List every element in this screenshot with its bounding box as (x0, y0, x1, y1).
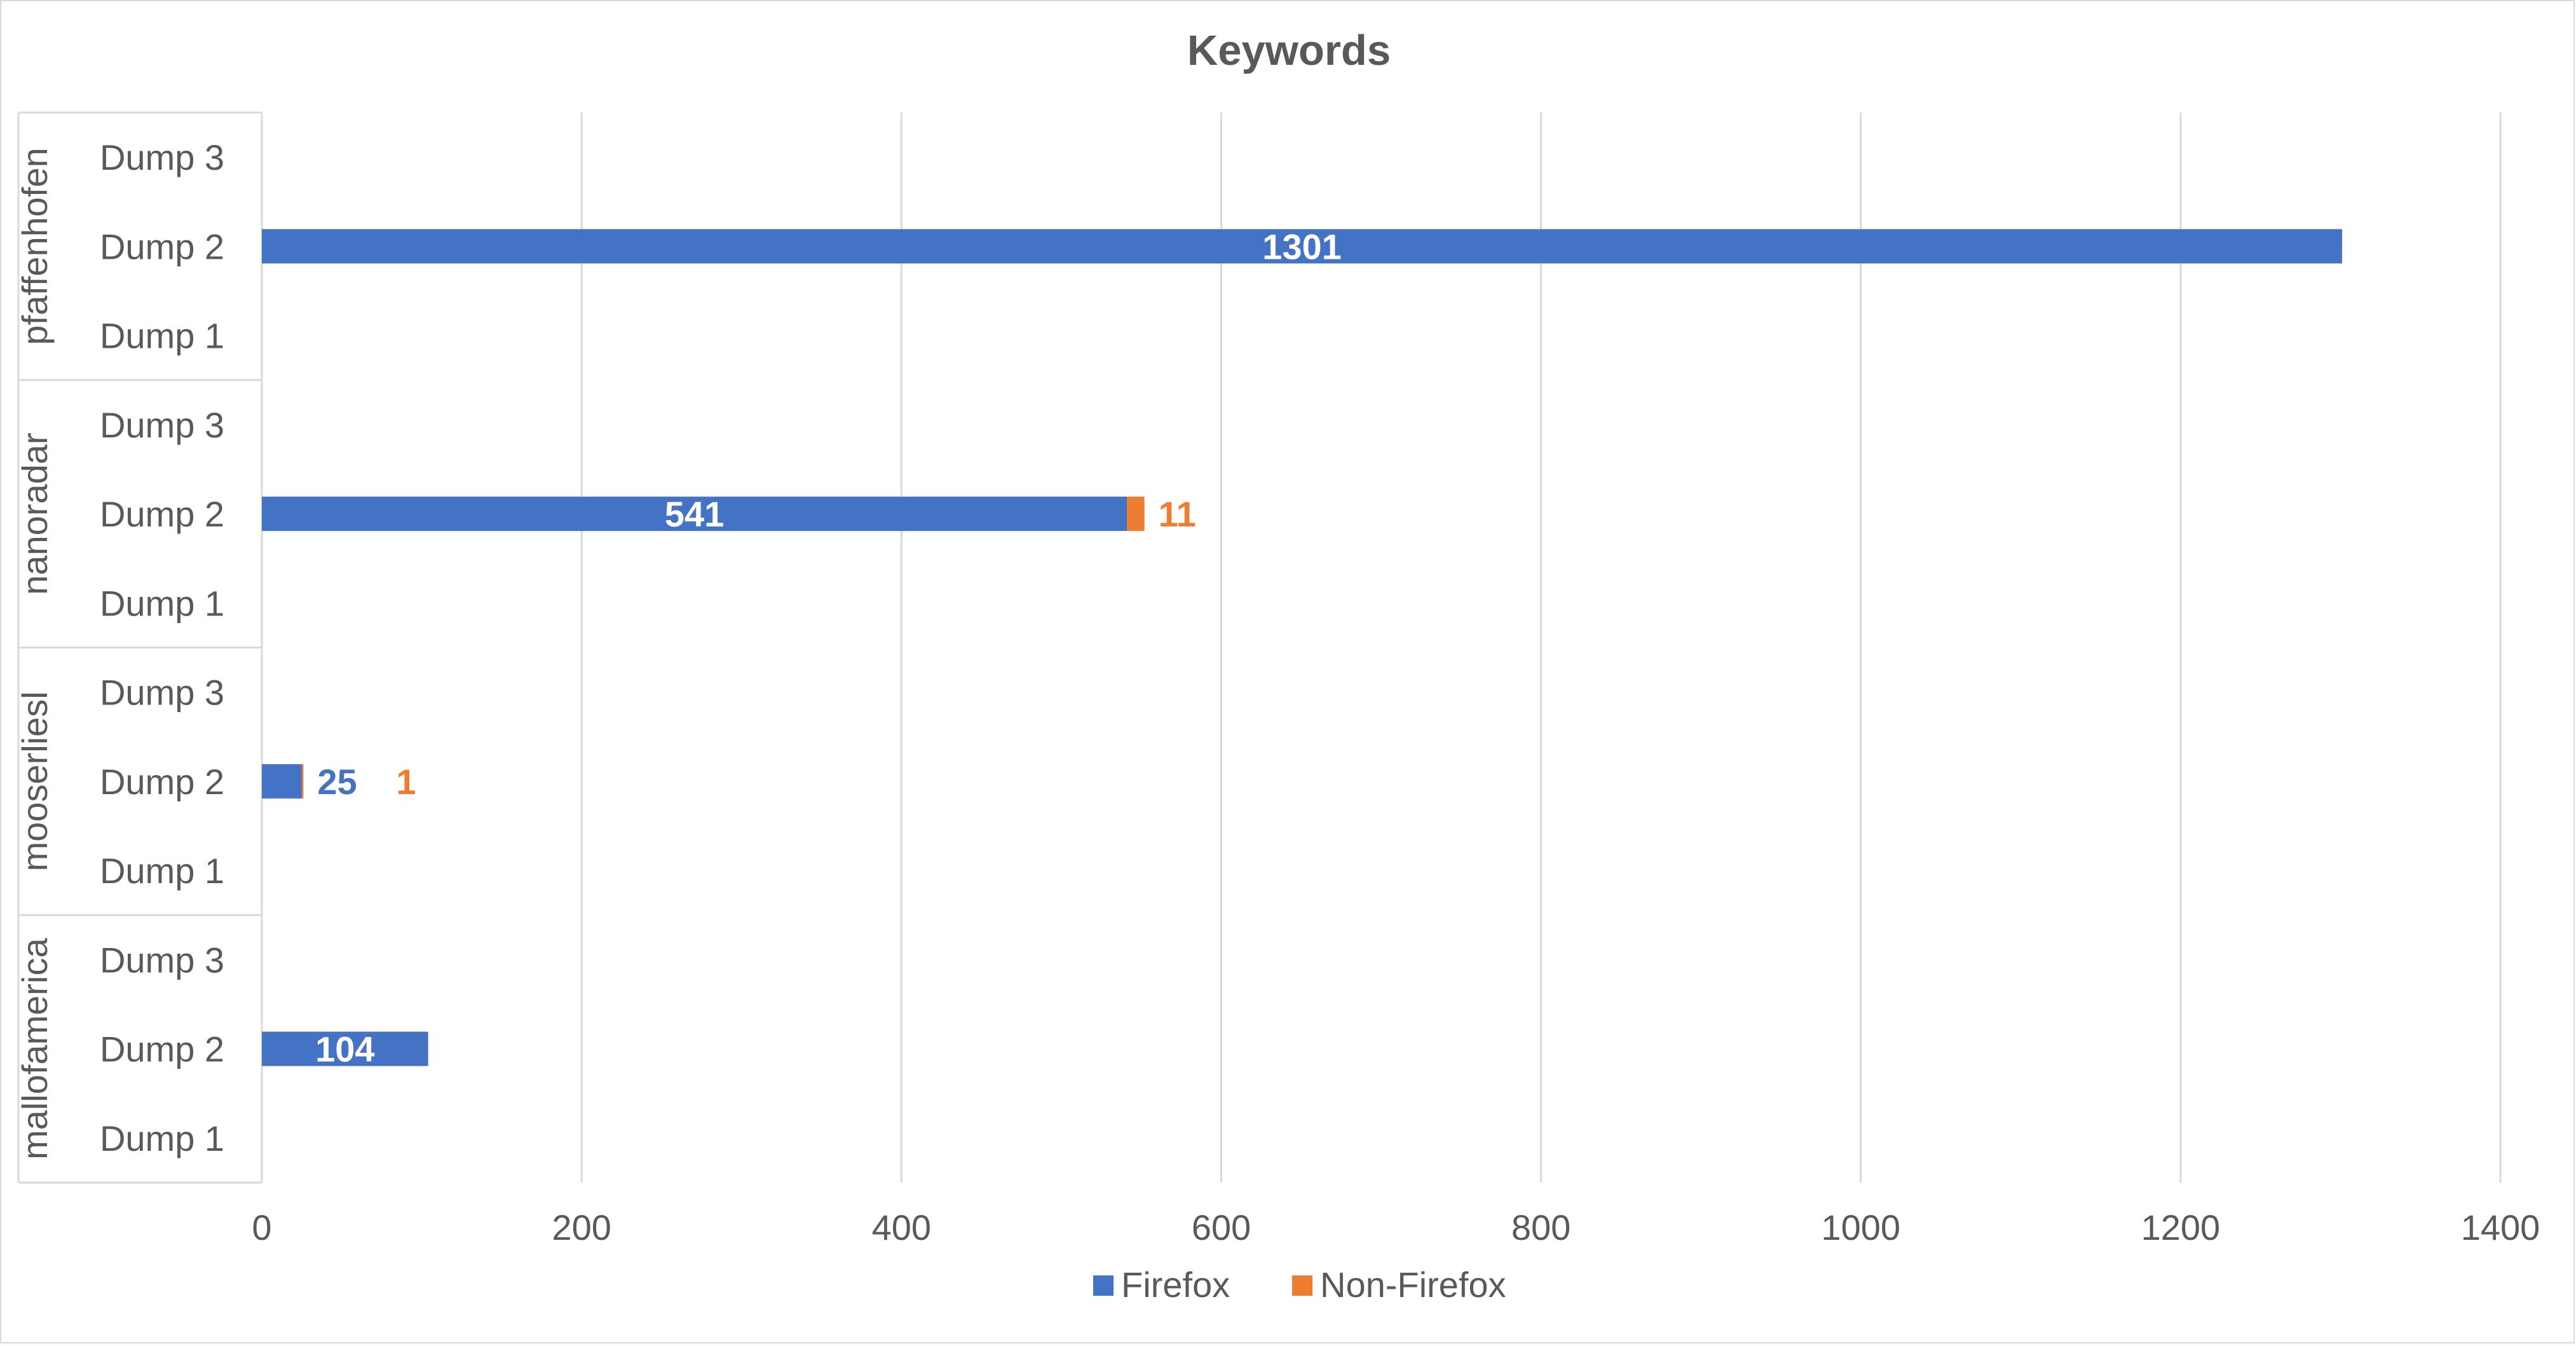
value-axis-ticks: 0 200 400 600 800 1000 1200 1400 (252, 1207, 2540, 1247)
bar-non-firefox (301, 764, 304, 799)
bars (262, 229, 2342, 1066)
legend-swatch (1093, 1275, 1114, 1296)
category-label: Dump 3 (100, 940, 224, 980)
x-tick-label: 400 (872, 1207, 931, 1247)
category-label: Dump 1 (100, 583, 224, 623)
data-label: 104 (315, 1029, 374, 1069)
data-labels: 1301 541 11 25 1 104 (315, 226, 1342, 1069)
data-label: 25 (317, 762, 357, 802)
group-label: nanoradar (15, 432, 55, 594)
category-label: Dump 1 (100, 1118, 224, 1158)
category-axis: Dump 3 Dump 2 Dump 1 Dump 3 Dump 2 Dump 1 Dump… (15, 111, 263, 1184)
category-label: Dump 3 (100, 673, 224, 713)
data-label: 1301 (1262, 226, 1342, 266)
category-label: Dump 2 (100, 1029, 224, 1069)
group-label: mallofamerica (15, 938, 55, 1160)
chart-title: Keywords (1187, 27, 1391, 74)
x-tick-label: 600 (1192, 1207, 1251, 1247)
group-label: mooserliesl (15, 691, 55, 871)
gridlines (580, 113, 2502, 1183)
category-label: Dump 3 (100, 405, 224, 445)
category-label: Dump 3 (100, 137, 224, 177)
x-tick-label: 0 (252, 1207, 271, 1247)
category-label: Dump 1 (100, 316, 224, 356)
group-label: pfaffenhofen (15, 148, 55, 345)
category-label: Dump 2 (100, 226, 224, 266)
data-label: 541 (665, 494, 724, 534)
x-tick-label: 1200 (2141, 1207, 2221, 1247)
legend-swatch (1292, 1275, 1312, 1296)
category-label: Dump 2 (100, 494, 224, 534)
legend-label: Firefox (1121, 1265, 1230, 1305)
bar-firefox (262, 764, 302, 799)
category-label: Dump 2 (100, 762, 224, 802)
bar-firefox (262, 497, 1128, 532)
x-tick-label: 1000 (1821, 1207, 1900, 1247)
bar-firefox (262, 229, 2342, 264)
bar-firefox (262, 1031, 428, 1066)
data-label: 1 (396, 762, 416, 802)
category-label: Dump 1 (100, 851, 224, 891)
data-label: 11 (1159, 494, 1196, 534)
legend: Firefox Non-Firefox (1093, 1265, 1506, 1305)
legend-label: Non-Firefox (1320, 1265, 1506, 1305)
x-tick-label: 200 (552, 1207, 611, 1247)
x-tick-label: 800 (1511, 1207, 1571, 1247)
bar-non-firefox (1127, 497, 1145, 532)
x-tick-label: 1400 (2461, 1207, 2540, 1247)
